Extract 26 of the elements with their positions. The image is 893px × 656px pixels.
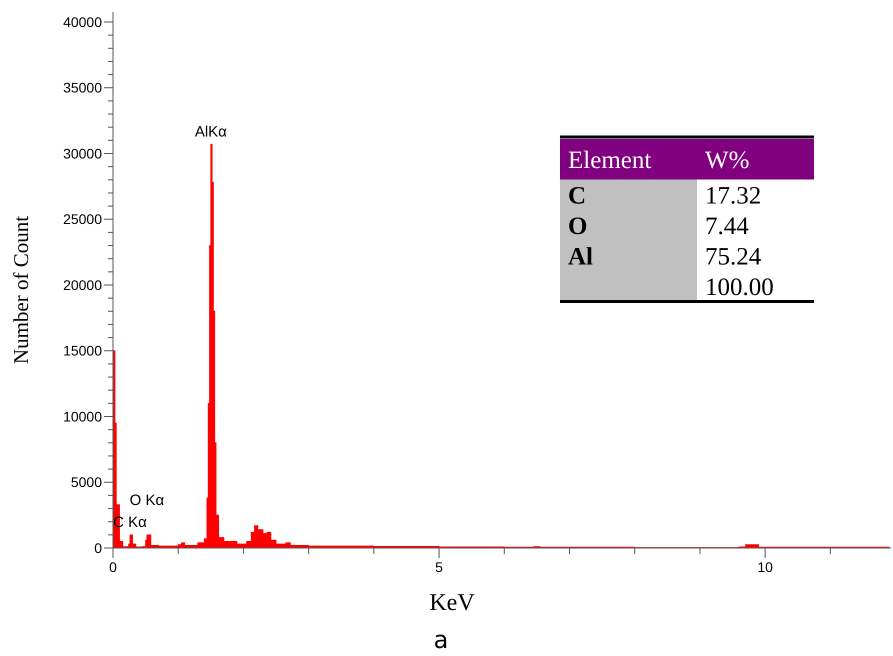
annotation: C [568, 182, 586, 210]
annotation: W% [705, 147, 750, 174]
x-tick-label: 10 [757, 559, 774, 575]
y-tick-label: 35000 [63, 80, 102, 96]
annotation: O [568, 213, 588, 240]
annotation: O Kα [130, 492, 164, 509]
y-tick-label: 15000 [63, 342, 102, 359]
y-tick-label: 20000 [63, 276, 102, 293]
x-tick-label: 0 [109, 559, 118, 575]
x-tick-label: 5 [435, 559, 444, 575]
y-tick-label: 0 [94, 540, 102, 556]
annotation: 75.24 [705, 244, 762, 270]
y-axis-title: Number of Count [9, 216, 33, 364]
x-axis-title: KeV [429, 590, 476, 616]
y-tick-label: 25000 [63, 211, 102, 228]
annotation: Al [568, 244, 594, 270]
y-tick-label: 40000 [63, 14, 102, 30]
y-tick-label: 10000 [63, 408, 102, 424]
annotation: 100.00 [705, 274, 774, 301]
y-tick-label: 5000 [70, 474, 102, 490]
text: a [434, 626, 448, 654]
y-tick-label: 30000 [63, 145, 102, 162]
annotation: 7.44 [705, 213, 750, 240]
annotation: 17.32 [705, 182, 762, 210]
annotation: Element [568, 147, 652, 174]
annotation: AlKα [194, 123, 228, 140]
